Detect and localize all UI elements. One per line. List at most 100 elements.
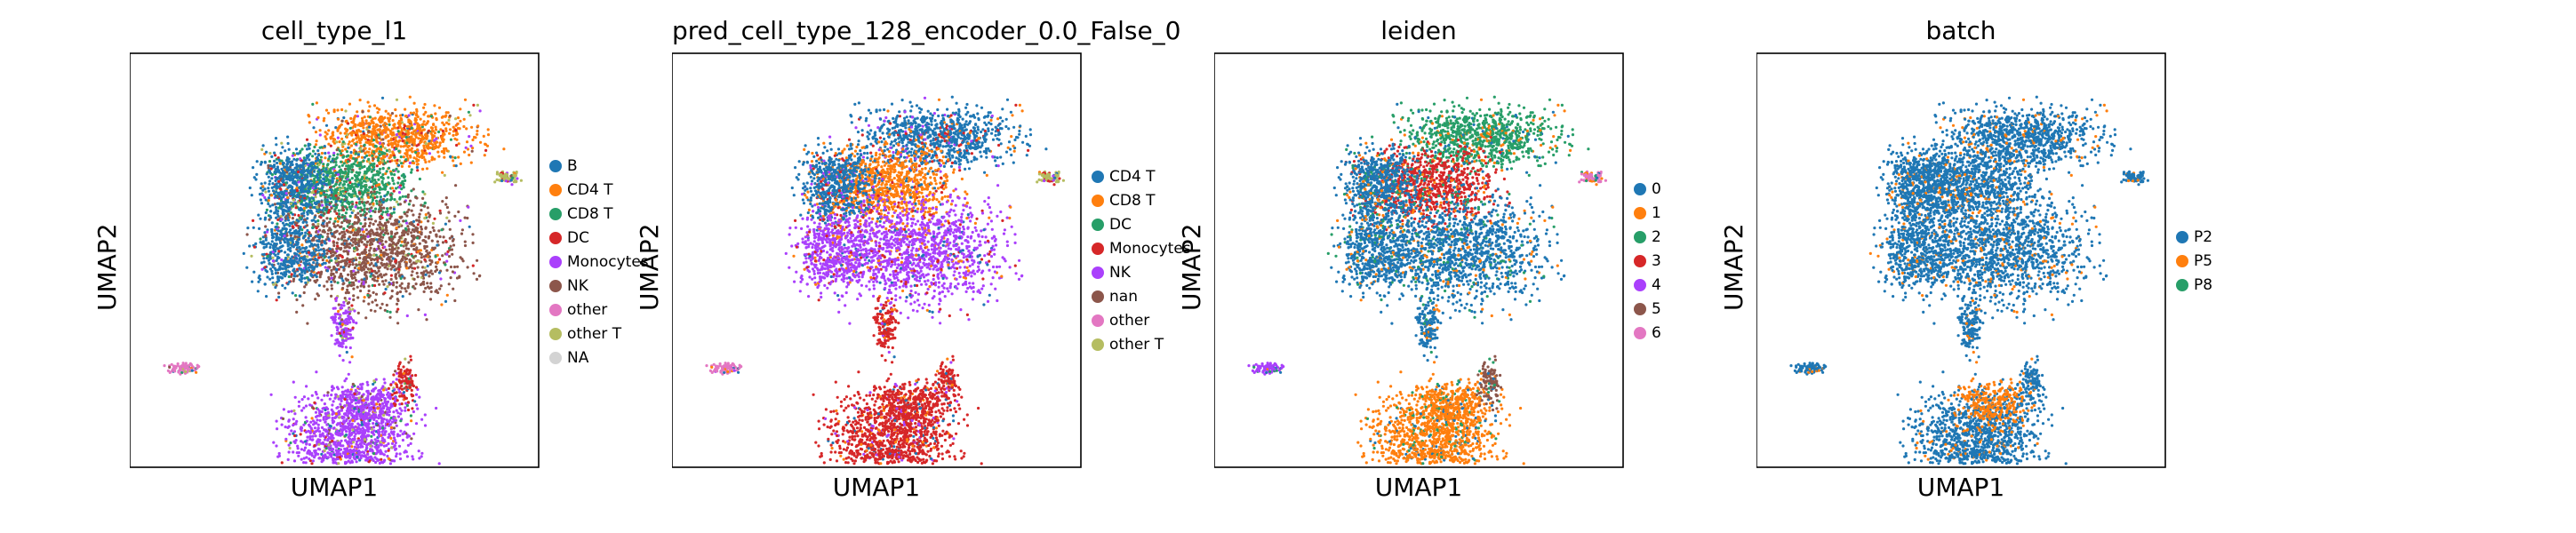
scatter-point	[318, 146, 322, 149]
scatter-point	[416, 407, 420, 410]
scatter-point	[345, 119, 348, 123]
scatter-point	[384, 287, 388, 291]
scatter-point	[404, 409, 407, 412]
scatter-point	[373, 144, 377, 147]
scatter-point	[388, 193, 393, 196]
scatter-point	[367, 130, 371, 133]
scatter-point	[310, 266, 314, 269]
scatter-point	[345, 150, 349, 154]
scatter-point	[280, 259, 284, 262]
scatter-point	[318, 158, 322, 163]
scatter-point	[291, 154, 294, 157]
scatter-point	[335, 179, 340, 182]
scatter-point	[272, 248, 276, 251]
scatter-point	[380, 243, 384, 246]
scatter-point	[402, 219, 405, 223]
scatter-point	[260, 267, 264, 271]
scatter-point	[316, 418, 319, 422]
scatter-point	[354, 124, 357, 128]
scatter-point	[281, 283, 284, 287]
scatter-point	[408, 95, 412, 99]
scatter-point	[357, 173, 361, 177]
scatter-point	[359, 222, 363, 226]
scatter-point	[427, 146, 430, 149]
scatter-point	[437, 271, 442, 274]
scatter-point	[471, 138, 475, 142]
scatter-point	[333, 251, 337, 255]
scatter-point	[317, 283, 321, 287]
scatter-point	[343, 216, 347, 219]
scatter-point	[467, 205, 470, 209]
scatter-point	[313, 216, 316, 219]
scatter-point	[452, 159, 455, 163]
scatter-point	[307, 183, 311, 187]
scatter-point	[403, 124, 407, 128]
scatter-point	[309, 200, 313, 203]
scatter-point	[284, 189, 287, 193]
scatter-point	[390, 112, 394, 115]
scatter-point	[409, 442, 412, 445]
scatter-point	[317, 442, 321, 446]
scatter-point	[316, 243, 320, 247]
scatter-point	[311, 226, 315, 229]
scatter-point	[456, 126, 460, 131]
scatter-point	[425, 249, 428, 252]
scatter-point	[375, 164, 379, 168]
scatter-point	[336, 224, 340, 227]
scatter-point	[392, 133, 396, 137]
scatter-point	[348, 187, 353, 190]
scatter-point	[340, 230, 344, 235]
scatter-point	[270, 186, 274, 189]
scatter-point	[415, 246, 419, 250]
scatter-point	[372, 104, 377, 107]
scatter-point	[377, 156, 380, 160]
scatter-point	[422, 155, 426, 159]
scatter-point	[396, 302, 399, 306]
scatter-point	[435, 116, 438, 121]
scatter-point	[291, 192, 294, 195]
scatter-point	[322, 119, 325, 123]
scatter-point	[375, 202, 379, 205]
scatter-point	[299, 216, 302, 219]
scatter-point	[322, 181, 326, 185]
scatter-point	[289, 246, 292, 250]
scatter-point	[333, 219, 337, 223]
scatter-point	[332, 110, 336, 114]
scatter-point	[260, 182, 263, 186]
scatter-point	[279, 249, 284, 253]
scatter-point	[418, 212, 421, 216]
scatter-point	[268, 164, 272, 168]
scatter-point	[284, 286, 287, 290]
scatter-point	[263, 187, 267, 191]
scatter-point	[340, 216, 344, 219]
scatter-point	[380, 151, 384, 155]
scatter-point	[311, 155, 315, 158]
scatter-point	[370, 261, 373, 266]
scatter-point	[449, 244, 452, 248]
scatter-point	[310, 211, 314, 215]
scatter-point	[296, 261, 300, 265]
scatter-point	[332, 131, 335, 134]
scatter-point	[283, 235, 286, 238]
scatter-point	[296, 231, 300, 235]
scatter-point	[400, 164, 404, 168]
scatter-point	[264, 268, 268, 272]
scatter-point	[302, 156, 306, 160]
scatter-point	[394, 243, 397, 246]
scatter-point	[414, 150, 418, 155]
scatter-point	[280, 461, 284, 465]
scatter-point	[362, 149, 365, 153]
scatter-point	[349, 283, 353, 288]
scatter-point	[302, 255, 306, 259]
scatter-point	[415, 403, 419, 407]
scatter-point	[408, 292, 412, 296]
scatter-point	[334, 157, 338, 161]
scatter-point	[269, 393, 273, 396]
scatter-point	[427, 143, 430, 147]
scatter-point	[437, 130, 441, 134]
scatter-point	[298, 264, 301, 267]
scatter-point	[303, 173, 307, 177]
scatter-point	[345, 250, 348, 253]
scatter-point	[324, 193, 328, 196]
scatter-point	[404, 179, 407, 182]
